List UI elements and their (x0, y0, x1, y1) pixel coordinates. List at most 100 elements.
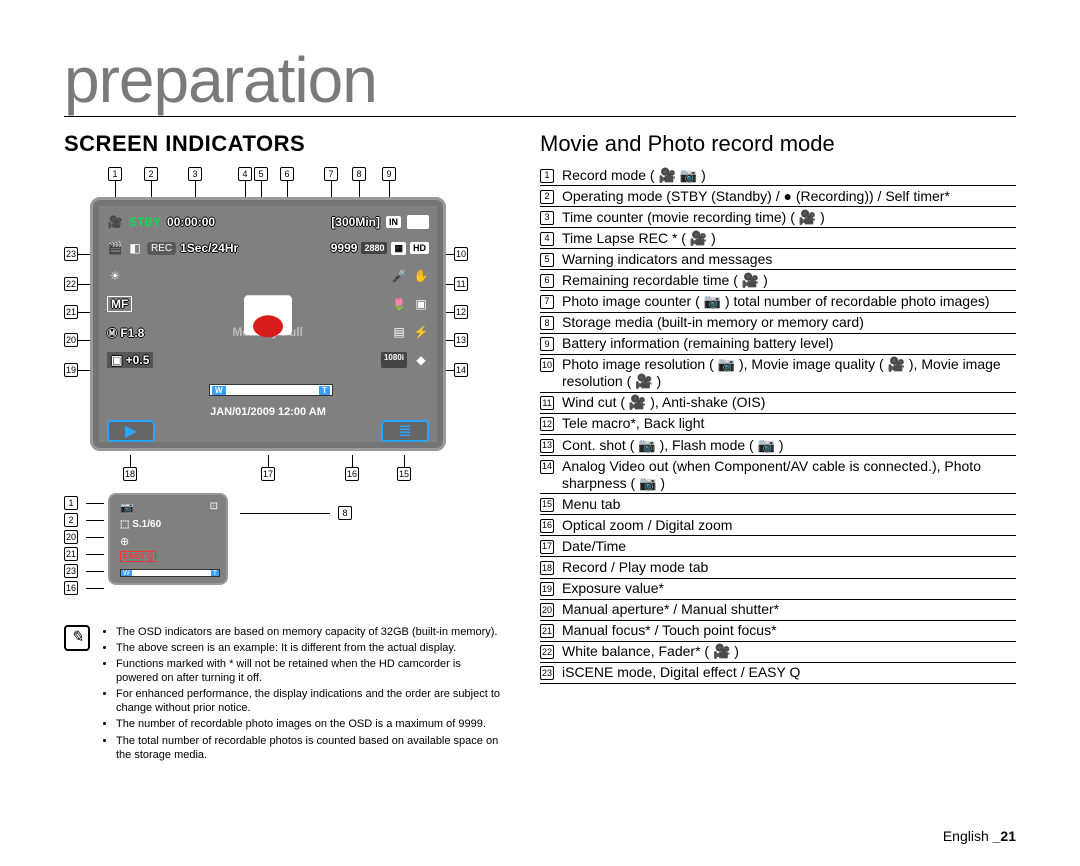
callout-4: 4 (238, 167, 252, 181)
callout-1: 1 (108, 167, 122, 181)
legend-text: Cont. shot ( 📷 ), Flash mode ( 📷 ) (562, 437, 1016, 454)
mini-zoom-bar: WT (120, 569, 220, 577)
zoom-bar: W T (209, 384, 333, 396)
callout-21: 21 (64, 305, 78, 319)
battery-icon (407, 215, 429, 229)
legend-number: 10 (540, 358, 554, 372)
mini-callout-16: 16 (64, 581, 78, 595)
legend-number: 22 (540, 645, 554, 659)
legend-text: Warning indicators and messages (562, 251, 1016, 268)
note-item: For enhanced performance, the display in… (116, 687, 504, 715)
sharpness-icon: ◆ (413, 352, 429, 368)
analog-out-badge: 1080i (381, 352, 407, 368)
legend-row: 2Operating mode (STBY (Standby) / ● (Rec… (540, 186, 1016, 207)
legend-text: iSCENE mode, Digital effect / EASY Q (562, 664, 1016, 681)
mini-callout-20: 20 (64, 530, 78, 544)
mini-callout-21: 21 (64, 547, 78, 561)
legend-row: 17 Date/Time (540, 536, 1016, 557)
zoom-w: W (212, 386, 226, 395)
flash-icon: ⚡ (413, 324, 429, 340)
legend-row: 14Analog Video out (when Component/AV ca… (540, 456, 1016, 494)
legend-text: Exposure value* (562, 580, 1016, 597)
legend-row: 23 iSCENE mode, Digital effect / EASY Q (540, 663, 1016, 684)
note-item: The total number of recordable photos is… (116, 734, 504, 762)
mini-callout-1: 1 (64, 496, 78, 510)
legend-text: Storage media (built-in memory or memory… (562, 314, 1016, 331)
mini-diagram: 1 2 20 21 23 16 📷 ⊡ ⬚ S.1/60 ⊕ EASY Q WT… (64, 493, 504, 613)
legend-text: Date/Time (562, 538, 1016, 555)
contshot-icon: ▤ (391, 324, 407, 340)
datetime-label: JAN/01/2009 12:00 AM (93, 406, 443, 418)
callout-23: 23 (64, 247, 78, 261)
legend-text: Optical zoom / Digital zoom (562, 517, 1016, 534)
storage-icon: IN (386, 216, 401, 228)
photo-mode-icon: 📷 (120, 501, 134, 514)
legend-text: Manual focus* / Touch point focus* (562, 622, 1016, 639)
legend-row: 10Photo image resolution ( 📷 ), Movie im… (540, 355, 1016, 393)
callout-11: 11 (454, 277, 468, 291)
menu-tab: ≣ (381, 420, 429, 442)
telemacro-icon: 🌷 (391, 296, 407, 312)
callout-13: 13 (454, 333, 468, 347)
ev-label: ▣ +0.5 (107, 352, 153, 368)
wb-icon: ☀ (107, 268, 123, 284)
legend-number: 9 (540, 337, 554, 351)
callout-9: 9 (382, 167, 396, 181)
mf-label: MF (107, 296, 132, 312)
timelapse-value: 1Sec/24Hr (180, 241, 238, 255)
legend-row: 21Manual focus* / Touch point focus* (540, 621, 1016, 642)
subsection-heading: Movie and Photo record mode (540, 131, 1016, 157)
legend-number: 15 (540, 498, 554, 512)
touchfocus-icon: ⊕ (120, 535, 129, 548)
legend-number: 11 (540, 396, 554, 410)
backlight-icon: ▣ (413, 296, 429, 312)
callout-14: 14 (454, 363, 468, 377)
callout-3: 3 (188, 167, 202, 181)
callout-18: 18 (123, 467, 137, 481)
legend-text: Battery information (remaining battery l… (562, 335, 1016, 352)
legend-number: 19 (540, 582, 554, 596)
legend-text: Record / Play mode tab (562, 559, 1016, 576)
note-icon: ✎ (64, 625, 90, 651)
callout-6: 6 (280, 167, 294, 181)
legend-text: Analog Video out (when Component/AV cabl… (562, 458, 1016, 492)
legend-number: 16 (540, 519, 554, 533)
page-title: preparation (64, 48, 1016, 117)
legend-row: 1Record mode ( 🎥 📷 ) (540, 165, 1016, 186)
ois-icon: ✋ (413, 268, 429, 284)
legend-row: 9 Battery information (remaining battery … (540, 334, 1016, 355)
callout-17: 17 (261, 467, 275, 481)
section-heading: SCREEN INDICATORS (64, 131, 504, 157)
legend-number: 23 (540, 666, 554, 680)
legend-row: 12Tele macro*, Back light (540, 414, 1016, 435)
legend-text: Time counter (movie recording time) ( 🎥 … (562, 209, 1016, 226)
aperture-label: Ⓜ F1.8 (107, 325, 144, 340)
legend-number: 6 (540, 274, 554, 288)
legend-number: 1 (540, 169, 554, 183)
remaining-time: [300Min] (331, 215, 380, 229)
callout-22: 22 (64, 277, 78, 291)
legend-number: 17 (540, 540, 554, 554)
callout-5: 5 (254, 167, 268, 181)
legend-row: 16 Optical zoom / Digital zoom (540, 515, 1016, 536)
legend-number: 5 (540, 253, 554, 267)
stby-label: STBY (129, 215, 161, 229)
time-counter: 00:00:00 (167, 215, 215, 229)
legend-row: 8 Storage media (built-in memory or memor… (540, 313, 1016, 334)
page-footer: English _21 (943, 828, 1016, 844)
legend-text: Time Lapse REC * ( 🎥 ) (562, 230, 1016, 247)
legend-number: 18 (540, 561, 554, 575)
legend-row: 7Photo image counter ( 📷 ) total number … (540, 291, 1016, 312)
legend-text: Menu tab (562, 496, 1016, 513)
legend-row: 4 Time Lapse REC * ( 🎥 ) (540, 228, 1016, 249)
legend-row: 3Time counter (movie recording time) ( 🎥… (540, 207, 1016, 228)
play-tab: ▶ (107, 420, 155, 442)
camera-screen: 🎥 STBY 00:00:00 [300Min] IN 🎬 ◧ (90, 197, 446, 451)
callout-15: 15 (397, 467, 411, 481)
legend-number: 8 (540, 316, 554, 330)
legend-row: 22White balance, Fader* ( 🎥 ) (540, 642, 1016, 663)
legend-number: 4 (540, 232, 554, 246)
mini-callout-23: 23 (64, 564, 78, 578)
zoom-t: T (319, 386, 330, 395)
iscene-icon: 🎬 (107, 240, 123, 256)
